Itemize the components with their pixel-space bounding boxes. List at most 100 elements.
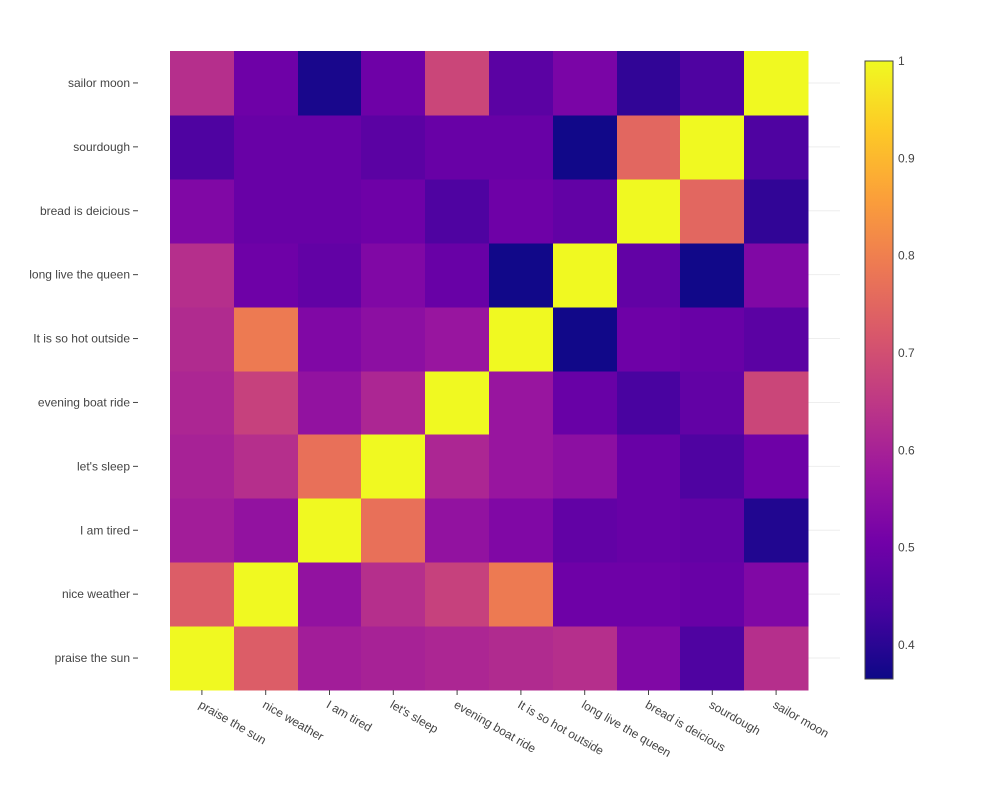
heatmap-cell[interactable]: [744, 51, 809, 116]
heatmap-cell[interactable]: [234, 434, 299, 499]
heatmap-cell[interactable]: [425, 115, 490, 180]
heatmap-cell[interactable]: [680, 115, 745, 180]
heatmap-cell[interactable]: [425, 626, 490, 691]
heatmap-cell[interactable]: [361, 307, 426, 372]
heatmap-cell[interactable]: [680, 179, 745, 244]
heatmap-cell[interactable]: [425, 307, 490, 372]
heatmap-cell[interactable]: [298, 115, 362, 180]
heatmap-cell[interactable]: [298, 51, 362, 116]
heatmap-cell[interactable]: [361, 179, 426, 244]
heatmap-cell[interactable]: [617, 371, 681, 435]
heatmap-cell[interactable]: [489, 626, 554, 691]
heatmap-cell[interactable]: [298, 179, 362, 244]
heatmap-cell[interactable]: [553, 115, 618, 180]
heatmap-cell[interactable]: [617, 115, 681, 180]
heatmap-cell[interactable]: [680, 307, 745, 372]
heatmap-cell[interactable]: [744, 434, 809, 499]
heatmap-cell[interactable]: [617, 179, 681, 244]
heatmap-cell[interactable]: [170, 626, 235, 691]
heatmap-cell[interactable]: [361, 562, 426, 627]
heatmap-cell[interactable]: [744, 115, 809, 180]
heatmap-cell[interactable]: [298, 243, 362, 308]
heatmap-cell[interactable]: [298, 562, 362, 627]
heatmap-cell[interactable]: [489, 115, 554, 180]
heatmap-cell[interactable]: [361, 51, 426, 116]
heatmap-cell[interactable]: [170, 51, 235, 116]
heatmap-cell[interactable]: [553, 498, 618, 563]
heatmap-cell[interactable]: [680, 498, 745, 563]
heatmap-cell[interactable]: [425, 562, 490, 627]
heatmap-cell[interactable]: [553, 307, 618, 372]
heatmap-cell[interactable]: [170, 179, 235, 244]
heatmap-cell[interactable]: [425, 371, 490, 435]
heatmap-cell[interactable]: [680, 626, 745, 691]
heatmap-cell[interactable]: [234, 51, 299, 116]
heatmap-cell[interactable]: [361, 243, 426, 308]
heatmap-cell[interactable]: [425, 434, 490, 499]
heatmap-cell[interactable]: [680, 371, 745, 435]
heatmap-cell[interactable]: [361, 434, 426, 499]
heatmap-cell[interactable]: [489, 498, 554, 563]
heatmap-cell[interactable]: [744, 179, 809, 244]
heatmap-cell[interactable]: [170, 307, 235, 372]
heatmap-cell[interactable]: [298, 626, 362, 691]
heatmap-cell[interactable]: [680, 51, 745, 116]
heatmap-cell[interactable]: [553, 179, 618, 244]
heatmap-cell[interactable]: [744, 371, 809, 435]
heatmap-cell[interactable]: [617, 243, 681, 308]
heatmap-cell[interactable]: [361, 626, 426, 691]
heatmap-cell[interactable]: [234, 371, 299, 435]
heatmap-cell[interactable]: [680, 562, 745, 627]
heatmap-cell[interactable]: [425, 179, 490, 244]
heatmap-cell[interactable]: [617, 51, 681, 116]
heatmap-cell[interactable]: [425, 51, 490, 116]
heatmap-cell[interactable]: [617, 307, 681, 372]
heatmap-cell[interactable]: [489, 179, 554, 244]
heatmap-cell[interactable]: [170, 243, 235, 308]
heatmap-cell[interactable]: [744, 498, 809, 563]
heatmap-cell[interactable]: [234, 179, 299, 244]
heatmap-cell[interactable]: [617, 626, 681, 691]
heatmap-cell[interactable]: [298, 498, 362, 563]
heatmap-cell[interactable]: [553, 562, 618, 627]
heatmap-cell[interactable]: [425, 243, 490, 308]
heatmap-cell[interactable]: [617, 434, 681, 499]
heatmap-cell[interactable]: [361, 115, 426, 180]
heatmap-cell[interactable]: [553, 626, 618, 691]
heatmap-cell[interactable]: [680, 434, 745, 499]
heatmap-cell[interactable]: [170, 371, 235, 435]
heatmap-cell[interactable]: [425, 498, 490, 563]
heatmap-cell[interactable]: [617, 498, 681, 563]
heatmap-cell[interactable]: [234, 562, 299, 627]
heatmap-cell[interactable]: [170, 562, 235, 627]
heatmap-cell[interactable]: [744, 307, 809, 372]
heatmap-cell[interactable]: [489, 243, 554, 308]
heatmap-cell[interactable]: [298, 434, 362, 499]
heatmap-cell[interactable]: [489, 307, 554, 372]
heatmap-cell[interactable]: [170, 115, 235, 180]
heatmap-cell[interactable]: [298, 371, 362, 435]
heatmap-cell[interactable]: [234, 115, 299, 180]
heatmap-cell[interactable]: [234, 307, 299, 372]
heatmap-cell[interactable]: [170, 498, 235, 563]
heatmap-cell[interactable]: [553, 51, 618, 116]
heatmap-cell[interactable]: [361, 371, 426, 435]
heatmap-cell[interactable]: [234, 243, 299, 308]
heatmap-cell[interactable]: [553, 243, 618, 308]
heatmap-cell[interactable]: [617, 562, 681, 627]
heatmap-cell[interactable]: [234, 498, 299, 563]
heatmap-cell[interactable]: [553, 371, 618, 435]
heatmap-cell[interactable]: [553, 434, 618, 499]
heatmap-cell[interactable]: [489, 434, 554, 499]
heatmap-cell[interactable]: [234, 626, 299, 691]
heatmap-cell[interactable]: [298, 307, 362, 372]
heatmap-cell[interactable]: [361, 498, 426, 563]
heatmap-cell[interactable]: [744, 626, 809, 691]
heatmap-cell[interactable]: [489, 562, 554, 627]
heatmap-cell[interactable]: [489, 371, 554, 435]
heatmap-cell[interactable]: [170, 434, 235, 499]
heatmap-cell[interactable]: [744, 243, 809, 308]
heatmap-cell[interactable]: [489, 51, 554, 116]
heatmap-cell[interactable]: [744, 562, 809, 627]
heatmap-cell[interactable]: [680, 243, 745, 308]
